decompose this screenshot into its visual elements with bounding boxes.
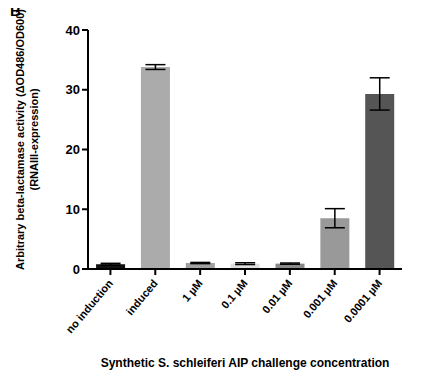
svg-text:0: 0 — [73, 262, 80, 277]
svg-text:40: 40 — [66, 23, 80, 38]
svg-text:30: 30 — [66, 82, 80, 97]
svg-text:induced: induced — [124, 277, 160, 317]
svg-text:0.01 µM: 0.01 µM — [260, 277, 295, 315]
svg-text:0.1 µM: 0.1 µM — [219, 277, 250, 311]
svg-text:20: 20 — [66, 142, 80, 157]
svg-text:no induction: no induction — [63, 277, 115, 335]
svg-text:0.001 µM: 0.001 µM — [300, 277, 339, 320]
svg-text:0.0001 µM: 0.0001 µM — [341, 277, 384, 325]
svg-text:Arbitrary beta-lactamase activ: Arbitrary beta-lactamase activity (ΔOD48… — [14, 9, 26, 270]
svg-text:Synthetic S. schleiferi AIP ch: Synthetic S. schleiferi AIP challenge co… — [101, 356, 390, 370]
svg-text:1 µM: 1 µM — [180, 277, 205, 304]
svg-text:(RNAIII-expression): (RNAIII-expression) — [28, 88, 40, 190]
svg-text:10: 10 — [66, 202, 80, 217]
